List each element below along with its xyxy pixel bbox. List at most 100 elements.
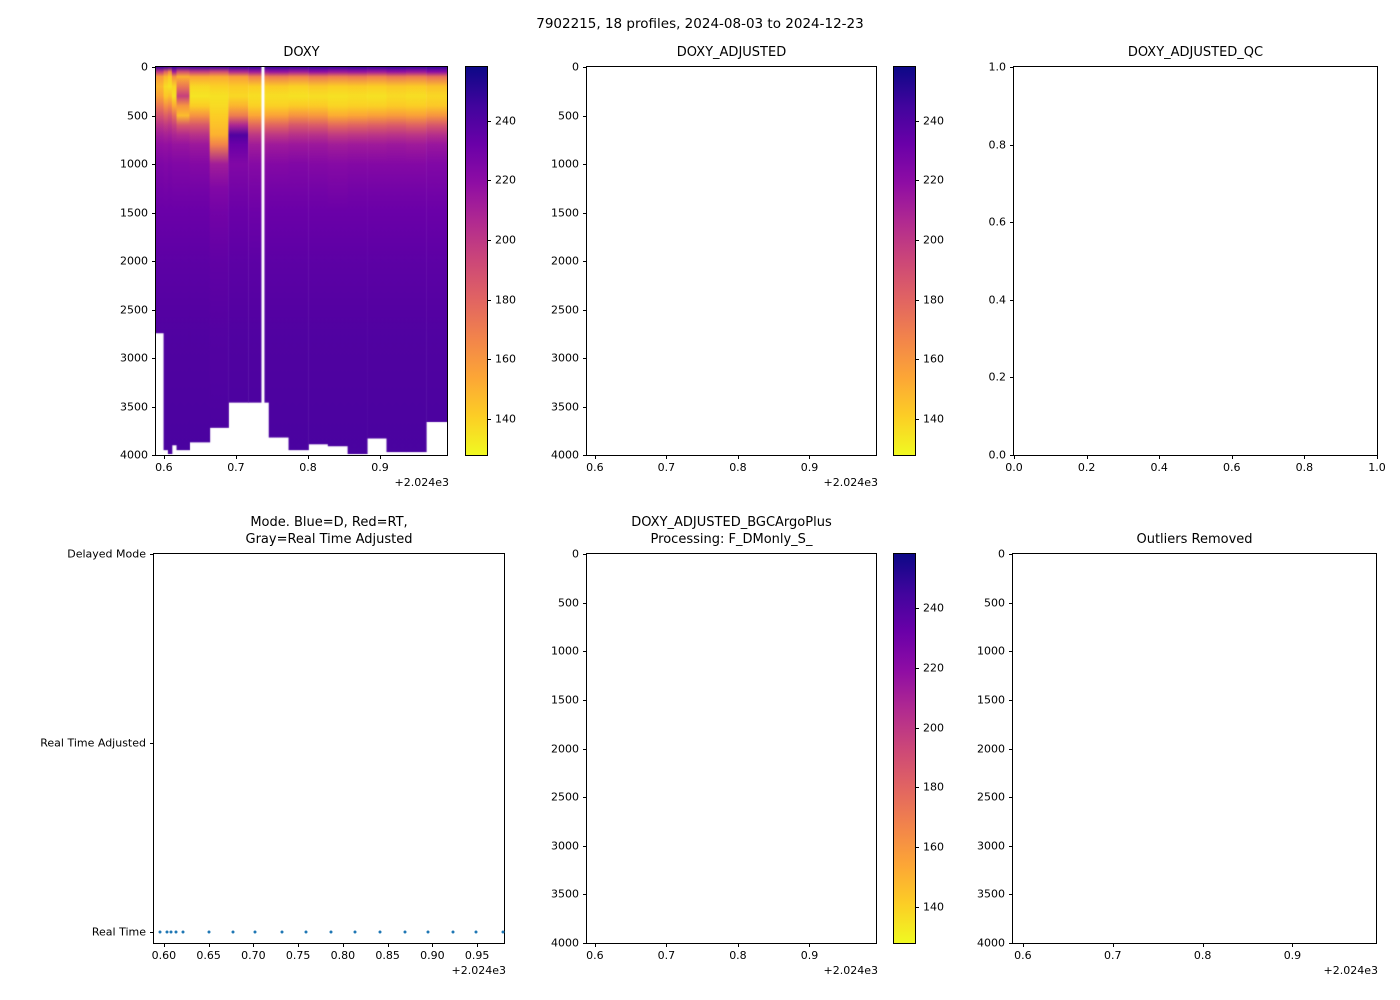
doxy-heatmap-plot: DOXY 0.6 0.7 0.8 0.9 +2.024e3 0 500 1000 1500 2000… [120,45,449,489]
x-tick [1022,943,1024,947]
y-tick-label: 3500 [120,400,148,413]
y-tick-label: 1500 [551,206,579,219]
x-tick [666,455,668,459]
profile-mode-dot [174,930,178,934]
y-tick-label: 3000 [551,839,579,853]
y-tick [152,309,156,311]
x-tick-label: 0.9 [800,461,819,474]
x-tick [163,455,165,459]
y-tick [583,651,587,653]
x-tick [737,943,739,947]
y-tick [150,932,154,934]
colorbar-tick-label: 180 [923,293,944,307]
x-tick-label: 0.7 [657,949,676,962]
figure-title: 7902215, 18 profiles, 2024-08-03 to 2024… [536,16,864,32]
y-tick-label: 2000 [551,254,579,268]
x-tick [1159,455,1161,459]
x-tick [235,455,237,459]
doxy_adjusted-title: DOXY_ADJUSTED [676,45,787,61]
y-tick-label: 2000 [551,742,579,755]
doxy-adjusted-colorbar: 240 220 200 180 160 140 [893,66,944,456]
y-tick [1010,67,1014,68]
x-tick [1377,455,1378,459]
x-tick [1086,455,1088,459]
colorbar-tick [915,847,919,849]
x-tick [594,455,596,459]
x-tick-label: 0.80 [330,949,356,962]
mode-scatter-plot: Mode. Blue=D, Red=RT, Gray=Real Time Adj… [40,515,506,977]
colorbar-tick-label: 180 [923,780,944,794]
y-tick [1009,943,1013,944]
colorbar-tick-label: 160 [495,352,516,366]
colorbar-tick-label: 200 [923,721,944,735]
x-tick-label: 0.8 [1193,949,1212,962]
profile-mode-dot [403,930,407,934]
colorbar-tick-label: 220 [495,173,516,187]
y-tick [583,748,587,750]
x-tick-label: 0.7 [227,461,245,474]
x-tick [1231,455,1233,459]
x-axis-offset-label: +2.024e3 [394,476,449,489]
y-tick [583,699,587,701]
x-tick-label: 0.6 [1014,949,1032,962]
profile-mode-dot [474,930,478,934]
y-tick-label: 3500 [551,887,579,901]
y-tick-label: 1500 [551,693,579,707]
y-tick-label: 2500 [120,303,148,316]
x-tick-label: 0.60 [151,949,177,962]
y-tick [583,406,587,408]
y-tick [583,943,587,944]
y-tick-label: 1000 [551,644,579,658]
y-tick-label: 2000 [977,742,1005,755]
y-tick-label: 0.6 [988,215,1007,229]
profile-mode-dot [304,930,308,934]
y-tick [583,115,587,117]
y-tick [583,797,587,799]
y-tick-label: 0 [572,60,579,74]
x-tick-label: 0.7 [657,461,676,474]
x-tick-label: 0.7 [1103,949,1122,962]
x-axis-offset-label: +2.024e3 [451,964,506,977]
y-tick-label: 0.0 [988,448,1007,462]
x-tick [809,455,811,459]
x-tick-label: 0.6 [586,949,604,962]
x-tick [666,943,668,947]
x-tick-label: 0.85 [375,949,400,962]
x-tick-label: 0.8 [729,949,747,962]
profile-mode-dot [329,930,333,934]
x-tick [1292,943,1294,947]
colorbar-tick-label: 220 [923,173,944,187]
colorbar-tick [915,907,919,909]
y-tick-label: 0.2 [988,370,1007,384]
colorbar-tick [915,359,919,361]
profile-mode-dot [207,930,211,934]
outliers-removed-plot: Outliers Removed 0.6 0.7 0.8 0.9 +2.024e3 0 500… [977,532,1378,977]
y-tick [1010,299,1014,301]
x-tick-label: 0.6 [1223,461,1241,474]
y-tick-label: 2500 [551,303,579,316]
y-tick-label: 500 [558,596,579,610]
y-tick-label: 4000 [551,936,579,950]
x-axis-offset-label: +2.024e3 [823,476,878,489]
y-tick-label: 3500 [977,887,1005,901]
y-tick-label: 0 [572,547,579,561]
colorbar-tick-label: 200 [495,233,516,247]
y-tick [1009,797,1013,799]
y-category-label: Real Time [91,925,146,939]
y-tick [583,261,587,262]
doxy-adjusted-plot: DOXY_ADJUSTED 0.6 0.7 0.8 0.9 +2.024e3 0 500 100… [551,45,878,489]
y-tick [152,115,156,117]
x-tick-label: 0.6 [155,461,173,474]
y-tick-label: 3000 [977,839,1005,853]
colorbar-tick [915,180,919,182]
outliers-title: Outliers Removed [1136,532,1253,548]
profile-mode-dot [253,930,257,934]
x-tick-label: 0.8 [1295,461,1314,474]
y-tick [1010,222,1014,224]
x-tick [809,943,811,947]
colorbar-tick-label: 140 [923,900,944,914]
x-tick [387,943,389,947]
x-axis-offset-label: +2.024e3 [1323,964,1378,977]
y-tick-label: 1500 [977,693,1005,707]
y-tick-label: 2500 [977,790,1005,804]
